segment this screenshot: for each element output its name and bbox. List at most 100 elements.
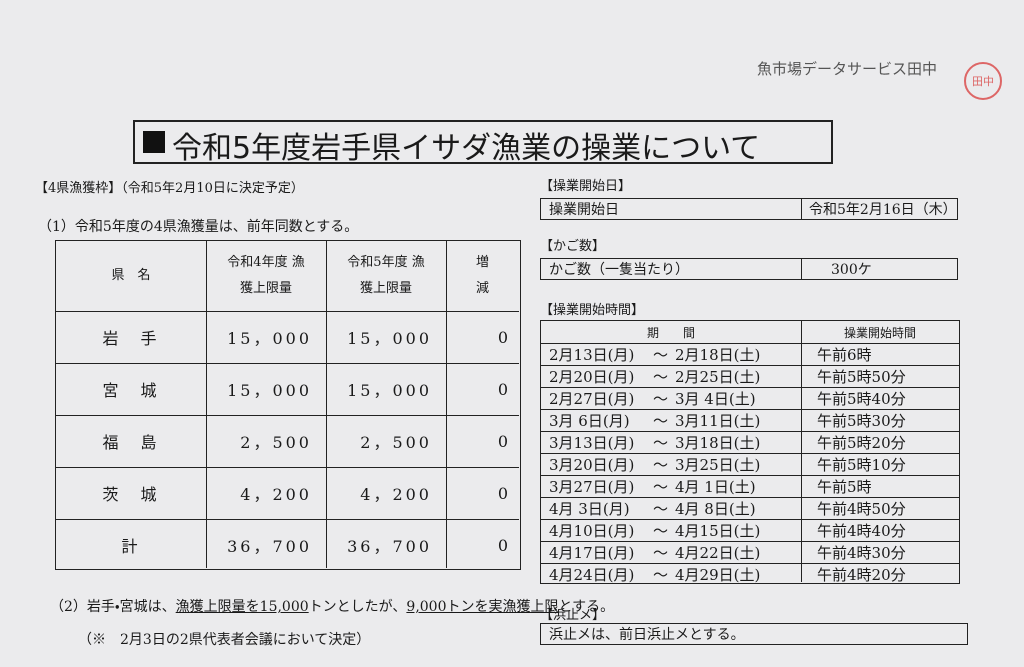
cell: 午前5時30分	[817, 411, 906, 430]
cell: 福 島	[102, 433, 160, 452]
divider	[801, 321, 802, 582]
divider	[326, 241, 327, 568]
row-line	[541, 365, 959, 366]
section-heading: 【浜止メ】	[540, 608, 606, 623]
cell: ～	[653, 565, 669, 584]
column-header: 令和4年度 漁獲上限量	[227, 255, 305, 296]
cell: 2月27日(月)	[549, 389, 635, 408]
row-line	[541, 541, 959, 542]
cell: 4月10日(月)	[549, 521, 635, 540]
cell: 36，700	[227, 537, 312, 556]
cell: ～	[653, 389, 669, 408]
cell: ～	[653, 367, 669, 386]
cell: ～	[653, 345, 669, 364]
section-heading: 【かご数】	[540, 239, 606, 254]
row-box: 浜止メは、前日浜止メとする。	[540, 623, 968, 645]
cell: 2，500	[240, 433, 312, 452]
divider	[446, 241, 447, 568]
cell: 4月24日(月)	[549, 565, 635, 584]
row-line	[56, 311, 519, 312]
section-heading: 【操業開始日】	[540, 179, 632, 194]
text: （2）岩手・宮城は、	[50, 599, 176, 615]
cell: 午前4時30分	[817, 543, 906, 562]
section-heading: 【操業開始時間】	[540, 303, 645, 318]
cell: 0	[497, 379, 511, 399]
cell: 午前4時40分	[817, 521, 906, 540]
row-line	[56, 467, 519, 468]
cell: 4月17日(月)	[549, 543, 635, 562]
row-line	[541, 343, 959, 344]
cell: 午前5時20分	[817, 433, 906, 452]
cell: 岩 手	[102, 329, 160, 348]
row-line	[56, 415, 519, 416]
text: とする。	[558, 599, 615, 615]
text: 浜止メは、前日浜止メとする。	[549, 627, 745, 643]
column-header: 令和5年度 漁獲上限量	[347, 255, 425, 296]
quota-heading: 【4県漁獲枠】（令和5年2月10日に決定予定）	[35, 181, 304, 196]
quota-item: （2）岩手・宮城は、漁獲上限量を15,000トンとしたが、9,000トンを実漁獲…	[50, 596, 614, 616]
cell: 3月 4日(土)	[675, 389, 756, 408]
cell: 2月13日(月)	[549, 345, 635, 364]
title-square	[143, 131, 165, 153]
cell: 宮 城	[102, 381, 160, 400]
cell: 0	[497, 327, 511, 347]
cell: 2月25日(土)	[675, 367, 761, 386]
cell: 2月18日(土)	[675, 345, 761, 364]
row-line	[541, 563, 959, 564]
cell: 4月 1日(土)	[675, 477, 756, 496]
value: 令和5年2月16日（木）	[809, 202, 957, 218]
column-header: 増 減	[475, 255, 503, 296]
row-line	[541, 519, 959, 520]
cell: 午前6時	[817, 345, 872, 364]
label: かご数（一隻当たり）	[549, 262, 689, 278]
quota-item: （1）令和5年度の4県漁獲量は、前年同数とする。	[38, 219, 359, 235]
row-line	[541, 431, 959, 432]
cell: 15，000	[227, 329, 312, 348]
cell: 3月18日(土)	[675, 433, 761, 452]
cell: 3月13日(月)	[549, 433, 635, 452]
cell: 午前5時	[817, 477, 872, 496]
text: 漁獲上限量を15,000	[175, 599, 309, 615]
cell: 4月29日(土)	[675, 565, 761, 584]
cell: 0	[497, 535, 511, 555]
text: トンとしたが、	[308, 599, 407, 615]
note: （※ 2月3日の2県代表者会議において決定）	[78, 632, 371, 648]
cell: 4月15日(土)	[675, 521, 761, 540]
label: 操業開始日	[549, 202, 619, 218]
cell: 3月20日(月)	[549, 455, 635, 474]
cell: 4月 8日(土)	[675, 499, 756, 518]
cell: 0	[497, 431, 511, 451]
cell: ～	[653, 499, 669, 518]
row-box: 操業開始日 令和5年2月16日（木）	[540, 198, 958, 220]
cell: ～	[653, 411, 669, 430]
quota-table: 県 名 令和4年度 漁獲上限量 令和5年度 漁獲上限量 増 減岩 手 15，000 15，…	[55, 240, 521, 570]
divider	[801, 259, 802, 279]
cell: 午前4時50分	[817, 499, 906, 518]
cell: 4，200	[360, 485, 432, 504]
cell: 2月20日(月)	[549, 367, 635, 386]
value: 300ケ	[831, 262, 872, 278]
cell: ～	[653, 455, 669, 474]
divider	[801, 199, 802, 219]
title-box	[133, 120, 833, 164]
time-table: 期 間 操業開始時間 2月13日(月) ～ 2月18日(土) 午前6時 2月20日(月) ～ 2…	[540, 320, 960, 584]
cell: 午前5時10分	[817, 455, 906, 474]
cell: 午前4時20分	[817, 565, 906, 584]
cell: 36，700	[347, 537, 432, 556]
title: 令和5年度岩手県イサダ漁業の操業について	[172, 131, 761, 166]
cell: ～	[653, 543, 669, 562]
company: 魚市場データサービス田中	[757, 60, 938, 78]
cell: 15，000	[227, 381, 312, 400]
cell: 4，200	[240, 485, 312, 504]
cell: ～	[653, 477, 669, 496]
cell: 3月25日(土)	[675, 455, 761, 474]
row-line	[541, 453, 959, 454]
row-line	[541, 409, 959, 410]
cell: 3月27日(月)	[549, 477, 635, 496]
cell: 3月11日(土)	[675, 411, 761, 430]
cell: 午前5時40分	[817, 389, 906, 408]
row-line	[541, 475, 959, 476]
cell: 15，000	[347, 381, 432, 400]
cell: ～	[653, 433, 669, 452]
